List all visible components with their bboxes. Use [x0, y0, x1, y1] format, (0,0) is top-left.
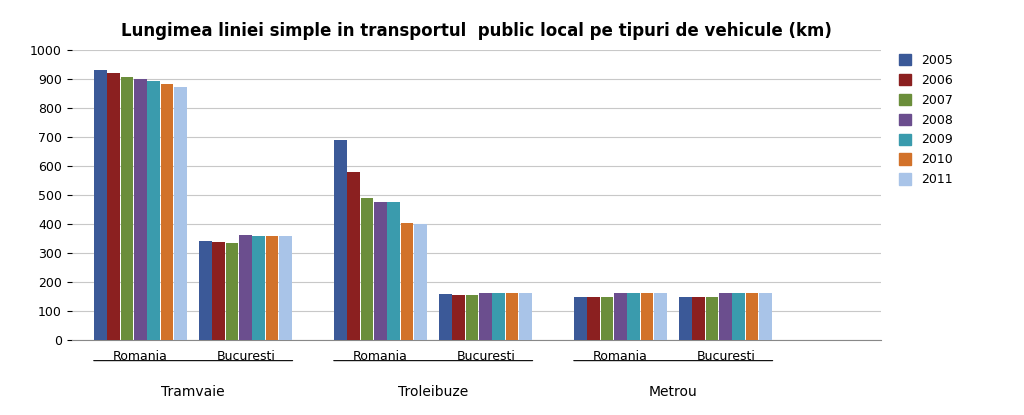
Bar: [266, 236, 279, 340]
Text: Troleibuze: Troleibuze: [398, 385, 468, 399]
Bar: [453, 295, 465, 340]
Bar: [134, 79, 146, 340]
Text: Tramvaie: Tramvaie: [162, 385, 225, 399]
Bar: [347, 172, 359, 340]
Bar: [400, 222, 414, 340]
Bar: [679, 297, 692, 340]
Bar: [94, 70, 106, 340]
Bar: [692, 297, 706, 340]
Bar: [519, 293, 531, 340]
Bar: [601, 297, 613, 340]
Bar: [466, 295, 478, 340]
Legend: 2005, 2006, 2007, 2008, 2009, 2010, 2011: 2005, 2006, 2007, 2008, 2009, 2010, 2011: [895, 50, 956, 190]
Bar: [374, 202, 387, 340]
Bar: [654, 293, 667, 340]
Bar: [212, 242, 225, 340]
Bar: [641, 293, 653, 340]
Bar: [706, 297, 719, 340]
Bar: [225, 243, 239, 340]
Bar: [745, 293, 759, 340]
Bar: [628, 293, 640, 340]
Bar: [334, 140, 346, 340]
Bar: [439, 294, 452, 340]
Bar: [732, 293, 745, 340]
Bar: [239, 235, 252, 340]
Bar: [759, 293, 772, 340]
Bar: [174, 87, 186, 340]
Bar: [493, 293, 505, 340]
Bar: [479, 293, 492, 340]
Bar: [506, 293, 518, 340]
Bar: [161, 84, 173, 340]
Bar: [360, 198, 374, 340]
Bar: [588, 297, 600, 340]
Bar: [199, 241, 212, 340]
Bar: [387, 203, 400, 340]
Bar: [253, 236, 265, 340]
Bar: [121, 77, 133, 340]
Bar: [280, 236, 292, 340]
Bar: [719, 293, 732, 340]
Bar: [147, 81, 160, 340]
Title: Lungimea liniei simple in transportul  public local pe tipuri de vehicule (km): Lungimea liniei simple in transportul pu…: [121, 22, 831, 40]
Bar: [614, 293, 627, 340]
Bar: [573, 297, 587, 340]
Text: Metrou: Metrou: [649, 385, 697, 399]
Bar: [414, 224, 427, 340]
Bar: [108, 73, 120, 340]
